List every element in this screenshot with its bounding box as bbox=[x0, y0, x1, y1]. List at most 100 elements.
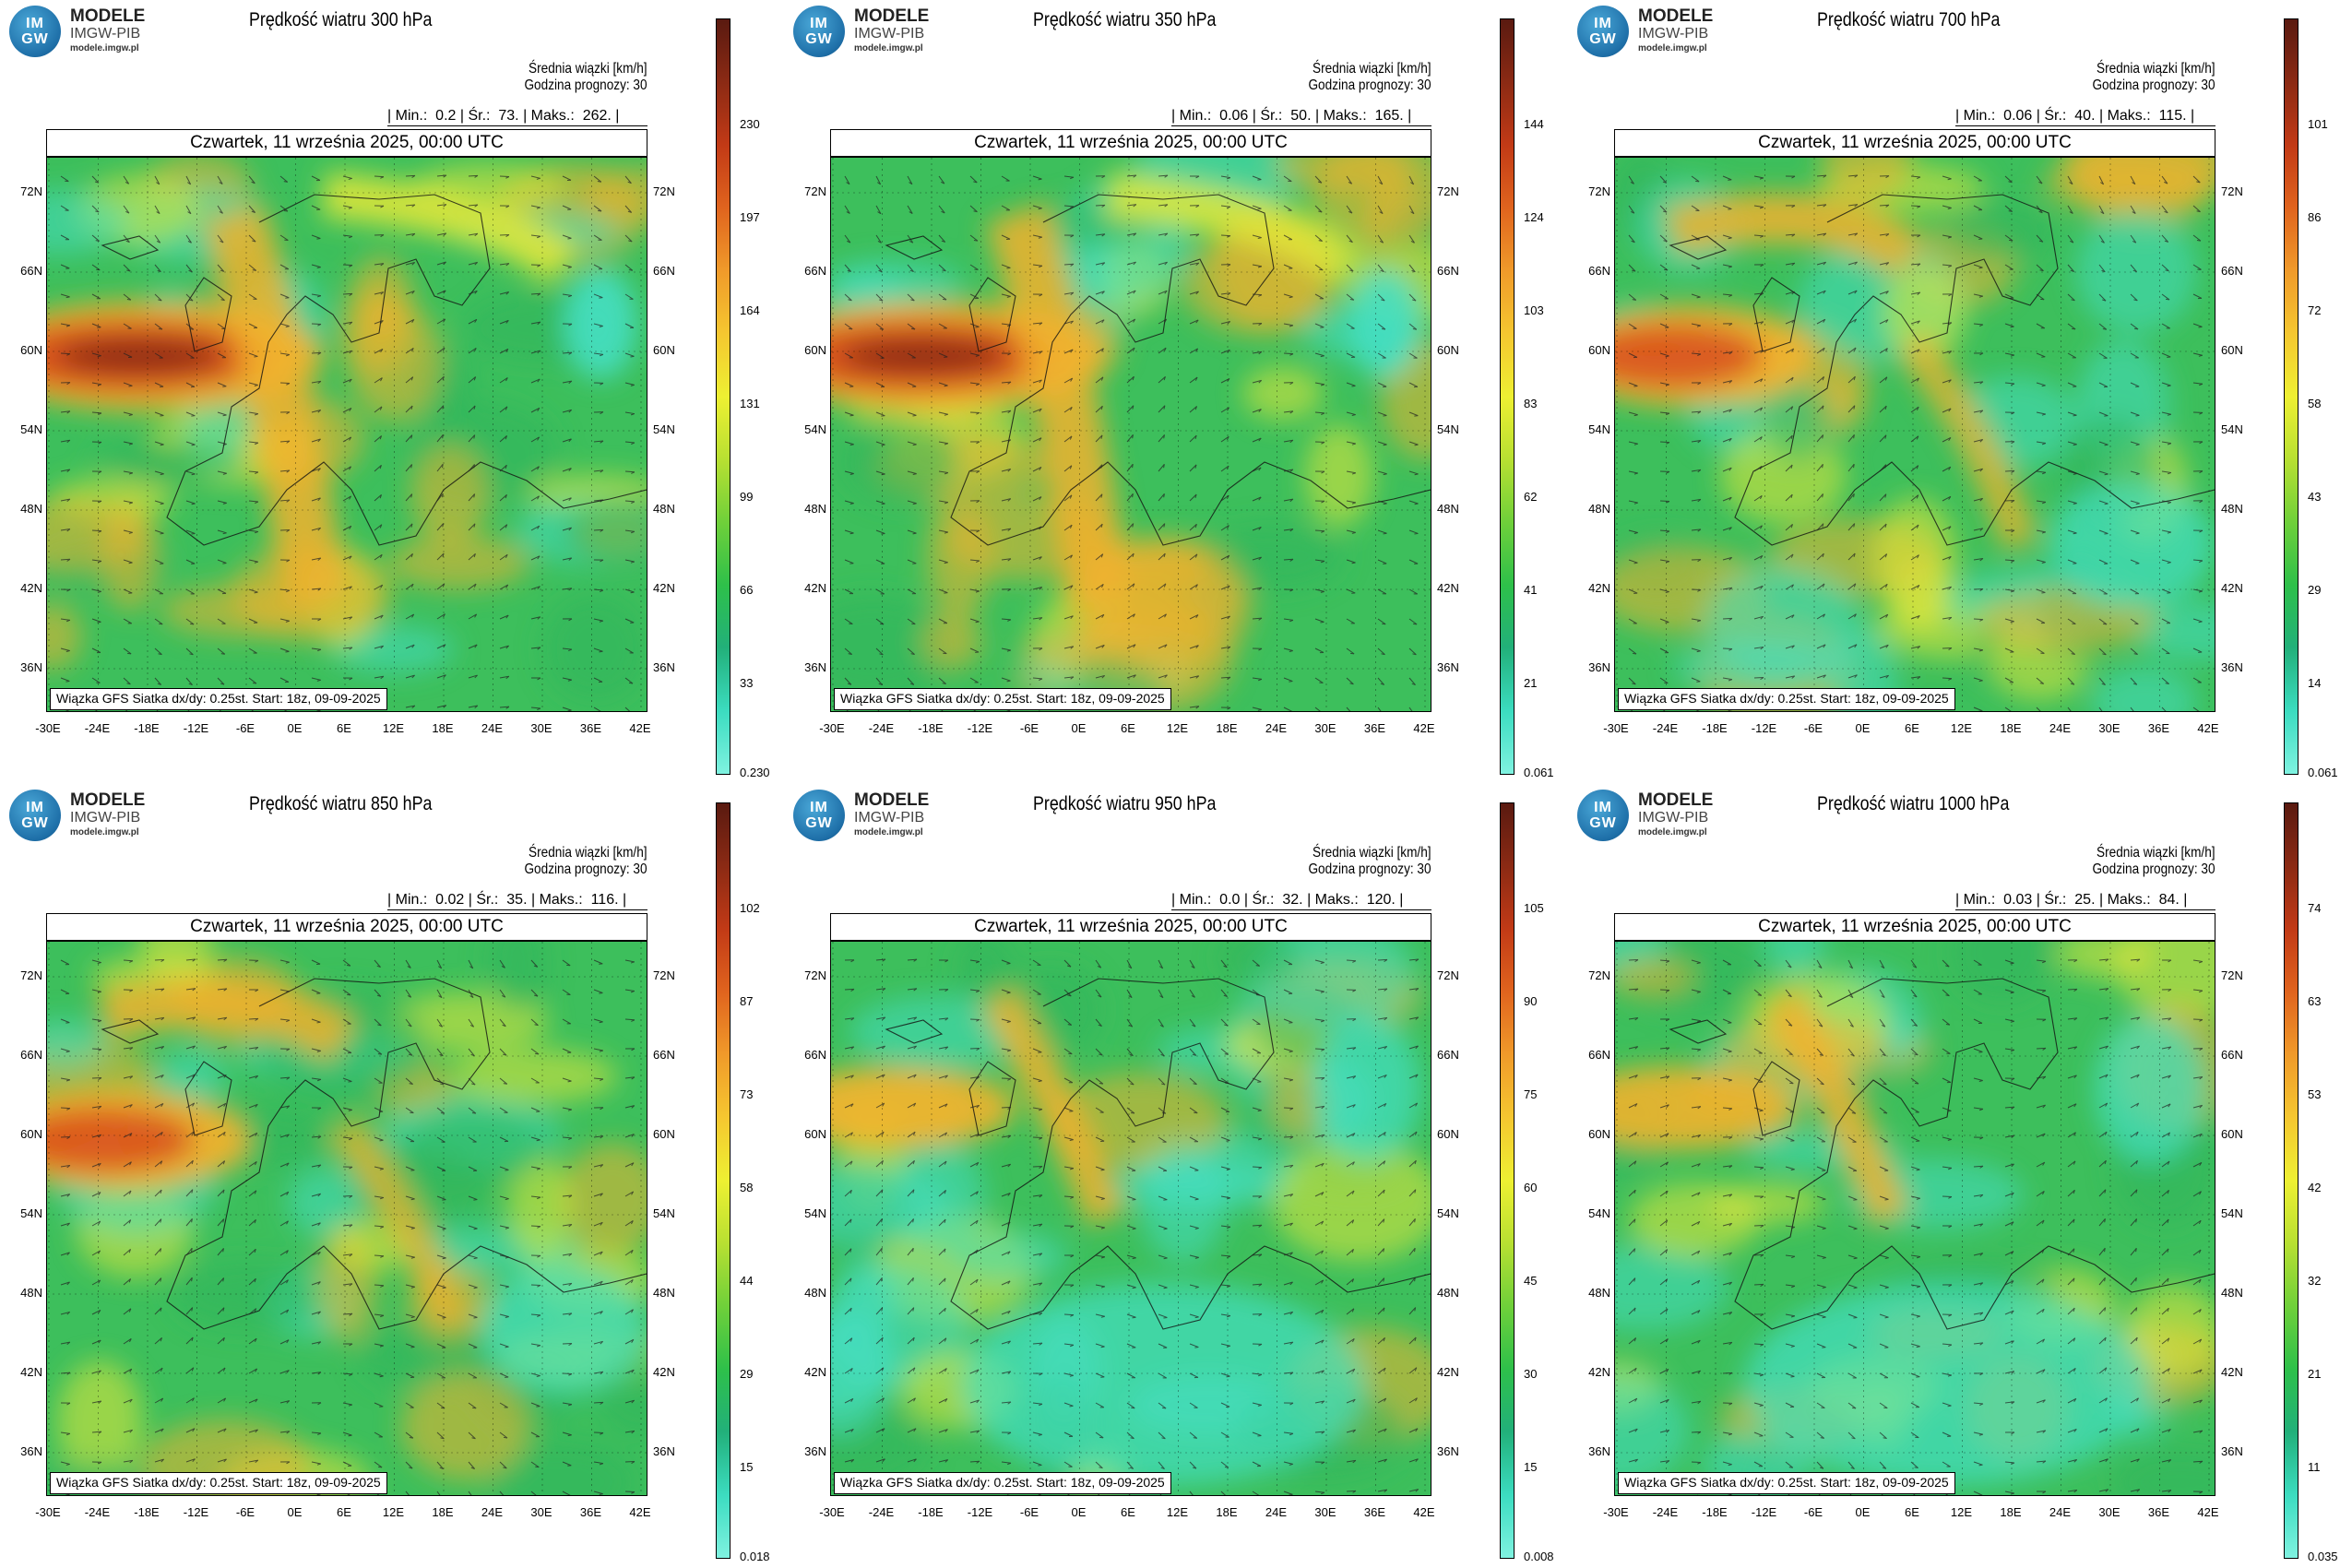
lat-tick-right: 66N bbox=[653, 264, 675, 278]
lat-tick-right: 66N bbox=[653, 1048, 675, 1062]
lon-tick: -12E bbox=[183, 721, 209, 735]
lat-tick-left: 36N bbox=[1588, 1444, 1610, 1458]
lat-tick-right: 72N bbox=[1437, 184, 1459, 198]
max-label: Maks.: bbox=[1314, 892, 1359, 908]
lon-tick: 12E bbox=[1950, 721, 1973, 735]
wind-speed-map bbox=[46, 157, 647, 712]
max-value: 262. bbox=[582, 108, 612, 124]
avg-value: 40. bbox=[2074, 108, 2096, 124]
colorbar-tick: 73 bbox=[740, 1087, 754, 1101]
lon-tick: 42E bbox=[629, 721, 651, 735]
lon-tick: -12E bbox=[967, 1505, 993, 1519]
logo-subtitle: IMGW-PIB bbox=[1638, 810, 1709, 826]
lat-tick-right: 66N bbox=[1437, 1048, 1459, 1062]
model-source: Wiązka GFS Siatka dx/dy: 0.25st. Start: … bbox=[834, 688, 1171, 710]
avg-label: Śr.: bbox=[1252, 892, 1275, 908]
avg-value: 32. bbox=[1282, 892, 1303, 908]
logo-url: modele.imgw.pl bbox=[854, 43, 923, 53]
lat-tick-left: 72N bbox=[1588, 968, 1610, 982]
colorbar bbox=[2284, 18, 2299, 775]
map-svg bbox=[831, 158, 1431, 711]
lon-tick: -30E bbox=[819, 721, 845, 735]
lat-tick-left: 42N bbox=[804, 581, 826, 595]
lon-tick: 6E bbox=[1121, 1505, 1135, 1519]
logo-subtitle: IMGW-PIB bbox=[1638, 26, 1709, 42]
lon-tick: 18E bbox=[2000, 1505, 2022, 1519]
lon-tick: -12E bbox=[1751, 721, 1777, 735]
graticule bbox=[831, 942, 1431, 1495]
lon-tick: -30E bbox=[819, 1505, 845, 1519]
graticule bbox=[831, 158, 1431, 711]
stats-line: | Min.: 0.02 | Śr.: 35. | Maks.: 116. | bbox=[387, 892, 647, 910]
lat-tick-left: 72N bbox=[20, 968, 42, 982]
model-source: Wiązka GFS Siatka dx/dy: 0.25st. Start: … bbox=[50, 1472, 387, 1494]
logo-subtitle: IMGW-PIB bbox=[70, 810, 141, 826]
lon-tick: 24E bbox=[2049, 721, 2072, 735]
model-source: Wiązka GFS Siatka dx/dy: 0.25st. Start: … bbox=[1618, 688, 1955, 710]
lon-tick: 30E bbox=[2098, 721, 2120, 735]
colorbar-tick: 63 bbox=[2308, 994, 2322, 1008]
colorbar bbox=[716, 802, 731, 1559]
lat-tick-right: 72N bbox=[653, 184, 675, 198]
min-label: Min.: bbox=[1963, 892, 1996, 908]
lat-tick-right: 48N bbox=[2221, 502, 2243, 516]
lat-tick-left: 66N bbox=[20, 264, 42, 278]
lat-tick-left: 36N bbox=[20, 1444, 42, 1458]
lat-tick-left: 48N bbox=[804, 1286, 826, 1300]
lon-tick: -18E bbox=[918, 1505, 944, 1519]
lat-tick-right: 36N bbox=[2221, 1444, 2243, 1458]
lat-tick-right: 48N bbox=[2221, 1286, 2243, 1300]
coastline bbox=[101, 978, 647, 1330]
lon-tick: -24E bbox=[1652, 721, 1679, 735]
lat-tick-left: 42N bbox=[1588, 581, 1610, 595]
imgw-logo-icon: IM GW bbox=[1577, 6, 1629, 57]
colorbar-tick: 42 bbox=[2308, 1181, 2322, 1194]
avg-value: 35. bbox=[506, 892, 528, 908]
wind-speed-map bbox=[830, 941, 1431, 1496]
lat-tick-left: 72N bbox=[804, 184, 826, 198]
panel-title: Prędkość wiatru 1000 hPa bbox=[1817, 793, 2010, 814]
colorbar-tick: 58 bbox=[2308, 397, 2322, 410]
lon-tick: 6E bbox=[337, 721, 351, 735]
lat-tick-right: 36N bbox=[1437, 1444, 1459, 1458]
lat-tick-left: 60N bbox=[1588, 343, 1610, 357]
colorbar-tick: 62 bbox=[1524, 490, 1538, 504]
colorbar-min: 0.018 bbox=[740, 1550, 770, 1563]
colorbar-tick: 102 bbox=[740, 901, 760, 915]
lat-tick-left: 36N bbox=[804, 1444, 826, 1458]
max-label: Maks.: bbox=[530, 108, 575, 124]
colorbar-tick: 14 bbox=[2308, 676, 2322, 690]
logo-text: MODELE IMGW-PIB modele.imgw.pl bbox=[854, 7, 929, 54]
colorbar-tick: 101 bbox=[2308, 117, 2328, 131]
forecast-hour: Godzina prognozy: 30 bbox=[524, 77, 647, 93]
min-value: 0.06 bbox=[1219, 108, 1249, 124]
units-label: Średnia wiązki [km/h] bbox=[2097, 845, 2215, 861]
avg-label: Śr.: bbox=[2044, 108, 2067, 124]
wind-speed-map bbox=[1614, 941, 2215, 1496]
min-label: Min.: bbox=[395, 892, 428, 908]
lon-tick: -18E bbox=[134, 1505, 160, 1519]
lat-tick-left: 36N bbox=[804, 660, 826, 674]
lon-tick: -24E bbox=[84, 1505, 111, 1519]
lon-tick: 0E bbox=[287, 721, 303, 735]
lon-tick: -12E bbox=[183, 1505, 209, 1519]
colorbar-tick: 74 bbox=[2308, 901, 2322, 915]
wind-panel-1: IM GW MODELE IMGW-PIB modele.imgw.pl Prę… bbox=[784, 0, 1568, 784]
colorbar-tick: 72 bbox=[2308, 303, 2322, 317]
logo-url: modele.imgw.pl bbox=[1638, 43, 1707, 53]
logo-subtitle: IMGW-PIB bbox=[70, 26, 141, 42]
lat-tick-left: 48N bbox=[1588, 502, 1610, 516]
colorbar-tick: 43 bbox=[2308, 490, 2322, 504]
lon-tick: -18E bbox=[134, 721, 160, 735]
lon-tick: 42E bbox=[1413, 1505, 1435, 1519]
valid-date: Czwartek, 11 września 2025, 00:00 UTC bbox=[46, 129, 647, 157]
logo-subtitle: IMGW-PIB bbox=[854, 810, 925, 826]
colorbar-tick: 32 bbox=[2308, 1274, 2322, 1288]
logo-title: MODELE bbox=[854, 790, 930, 810]
lon-tick: 12E bbox=[1166, 1505, 1189, 1519]
valid-date: Czwartek, 11 września 2025, 00:00 UTC bbox=[1614, 129, 2215, 157]
model-source: Wiązka GFS Siatka dx/dy: 0.25st. Start: … bbox=[50, 688, 387, 710]
wind-panel-5: IM GW MODELE IMGW-PIB modele.imgw.pl Prę… bbox=[1568, 784, 2352, 1568]
min-label: Min.: bbox=[1963, 108, 1996, 124]
colorbar-tick: 230 bbox=[740, 117, 760, 131]
